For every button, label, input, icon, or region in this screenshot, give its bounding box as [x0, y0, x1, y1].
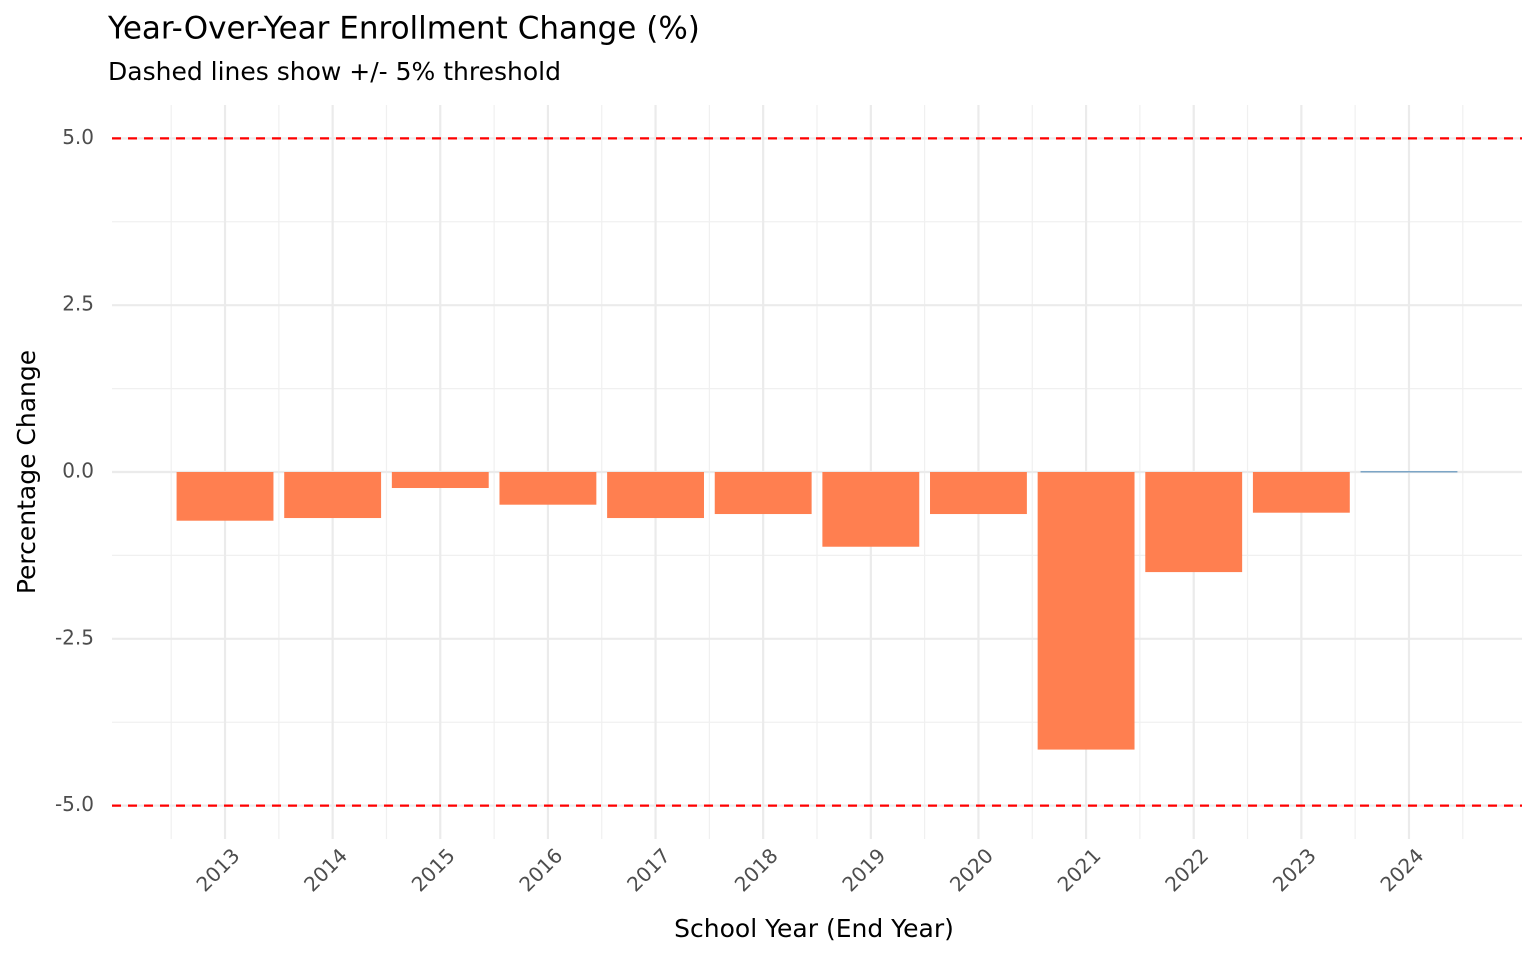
x-axis-title: School Year (End Year) — [674, 914, 954, 943]
x-tick-label: 2017 — [622, 843, 675, 896]
y-tick-label: -2.5 — [55, 625, 94, 649]
x-tick-label: 2019 — [837, 843, 890, 896]
y-tick-label: -5.0 — [55, 792, 94, 816]
bar — [1252, 472, 1350, 513]
chart-subtitle: Dashed lines show +/- 5% threshold — [108, 57, 561, 86]
x-tick-label: 2024 — [1375, 843, 1428, 896]
x-tick-label: 2023 — [1268, 843, 1321, 896]
bar — [714, 472, 812, 515]
x-tick-label: 2015 — [407, 843, 460, 896]
y-tick-label: 2.5 — [62, 292, 94, 316]
bar — [1360, 471, 1458, 473]
bar — [607, 472, 704, 519]
x-tick-label: 2021 — [1053, 843, 1106, 896]
bar — [499, 472, 597, 505]
bar — [284, 472, 382, 519]
x-tick-label: 2018 — [730, 843, 783, 896]
bar — [1037, 472, 1135, 750]
chart-title: Year-Over-Year Enrollment Change (%) — [107, 11, 700, 47]
x-tick-label: 2020 — [945, 843, 998, 896]
bar — [1145, 472, 1243, 573]
y-axis-title: Percentage Change — [12, 350, 41, 594]
y-tick-label: 0.0 — [62, 459, 94, 483]
bar — [930, 472, 1027, 515]
bar — [391, 472, 489, 489]
bar — [176, 472, 274, 521]
bar — [822, 472, 920, 547]
x-tick-label: 2016 — [514, 843, 567, 896]
x-tick-label: 2022 — [1160, 843, 1213, 896]
x-tick-label: 2014 — [299, 843, 352, 896]
x-tick-label: 2013 — [191, 843, 244, 896]
y-tick-label: 5.0 — [62, 125, 94, 149]
